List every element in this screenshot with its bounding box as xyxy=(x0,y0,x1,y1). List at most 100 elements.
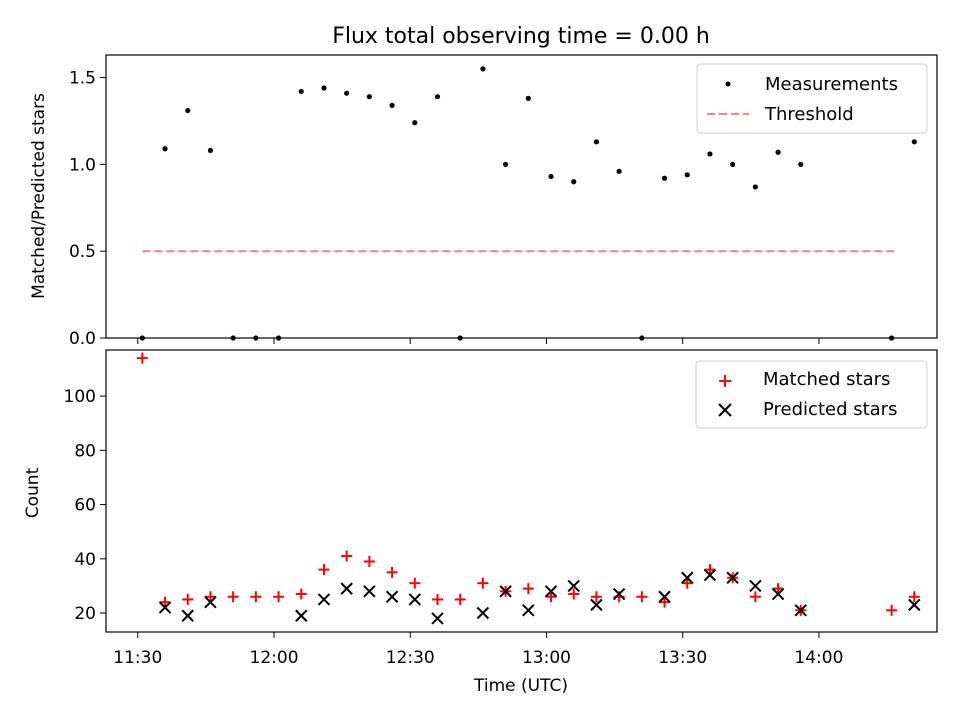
x-tick-label: 14:00 xyxy=(794,648,843,668)
legend-measurements-label: Measurements xyxy=(765,74,898,95)
predicted-point xyxy=(476,606,490,620)
legend-predicted-marker xyxy=(718,403,732,417)
measurement-point xyxy=(752,184,758,190)
bottom-marks xyxy=(136,352,921,625)
predicted-point xyxy=(363,585,376,598)
measurement-point xyxy=(389,102,395,108)
measurement-point xyxy=(162,146,168,152)
predicted-point xyxy=(794,604,807,617)
predicted-point xyxy=(204,595,217,609)
bottom-axes-frame xyxy=(105,349,938,633)
predicted-point xyxy=(703,568,717,582)
top-panel: 0.0 0.5 1.0 1.5 Matched/Predicted stars Mea… xyxy=(29,54,938,349)
measurement-point xyxy=(548,173,554,180)
measurement-point xyxy=(571,179,577,185)
measurement-point xyxy=(366,94,372,100)
predicted-point xyxy=(181,609,194,622)
matched-point xyxy=(409,577,421,589)
matched-point xyxy=(704,564,716,576)
predicted-point xyxy=(295,609,308,622)
chart-title: Flux total observing time = 0.00 h xyxy=(332,24,710,49)
bottom-y-ticks: 20 40 60 80 100 xyxy=(64,387,106,624)
y-tick-label: 20 xyxy=(74,604,96,624)
predicted-point xyxy=(590,598,603,612)
top-axes-frame xyxy=(105,54,938,339)
legend-matched-marker xyxy=(719,375,731,387)
predicted-point xyxy=(431,612,444,625)
matched-point xyxy=(886,604,898,616)
matched-point xyxy=(454,593,466,605)
measurement-point xyxy=(344,90,350,96)
y-tick-label: 1.5 xyxy=(69,69,96,89)
matched-point xyxy=(295,588,307,600)
x-tick-label: 12:30 xyxy=(386,648,435,668)
y-tick-label: 60 xyxy=(74,496,96,516)
predicted-point xyxy=(340,582,353,595)
predicted-point xyxy=(658,590,671,603)
legend-threshold-label: Threshold xyxy=(764,104,854,125)
x-tick-label: 11:30 xyxy=(113,648,162,668)
predicted-point xyxy=(567,579,580,593)
predicted-point xyxy=(544,585,558,598)
measurement-point xyxy=(525,95,531,102)
matched-point xyxy=(749,591,761,603)
measurement-point xyxy=(503,161,509,167)
matched-point xyxy=(772,583,784,595)
top-y-ticks: 0.0 0.5 1.0 1.5 xyxy=(69,69,106,349)
bottom-y-axis-label: Count xyxy=(23,467,43,518)
measurement-point xyxy=(434,94,441,100)
measurement-point xyxy=(412,120,418,126)
top-legend: Measurements Threshold xyxy=(696,63,928,134)
matched-point xyxy=(659,596,671,608)
measurement-point xyxy=(775,149,781,155)
measurement-point xyxy=(321,85,327,91)
measurement-point xyxy=(707,151,713,157)
matched-point xyxy=(136,352,148,364)
matched-point xyxy=(318,564,330,576)
measurement-point xyxy=(616,168,622,174)
bottom-panel: 20 40 60 80 100 11:30 12:00 12:30 13:00 13:30 14:… xyxy=(23,349,938,696)
predicted-point xyxy=(522,604,535,617)
matched-point xyxy=(182,593,194,605)
matched-point xyxy=(204,591,216,603)
y-tick-label: 80 xyxy=(74,441,96,461)
measurement-point xyxy=(185,107,191,114)
matched-point xyxy=(681,577,693,589)
predicted-point xyxy=(612,587,626,601)
y-tick-label: 0.5 xyxy=(69,242,96,262)
measurement-point xyxy=(298,88,304,95)
matched-point xyxy=(363,556,375,567)
matched-point xyxy=(636,591,648,603)
matched-point xyxy=(477,577,489,589)
top-legend-box xyxy=(696,63,928,134)
x-tick-label: 12:00 xyxy=(250,648,299,668)
matched-point xyxy=(590,591,602,603)
measurement-point xyxy=(480,66,486,72)
predicted-point xyxy=(771,587,785,601)
predicted-point xyxy=(908,598,921,612)
legend-predicted-label: Predicted stars xyxy=(763,399,897,420)
measurement-point xyxy=(798,161,804,167)
measurement-point xyxy=(911,139,917,145)
matched-point xyxy=(273,591,285,603)
measurement-point xyxy=(684,172,690,178)
legend-matched-label: Matched stars xyxy=(763,369,890,390)
legend-measurements-marker xyxy=(725,81,731,87)
matched-point xyxy=(227,591,239,603)
x-axis-label: Time (UTC) xyxy=(473,676,568,696)
y-tick-label: 100 xyxy=(64,387,96,407)
predicted-point xyxy=(749,579,762,593)
predicted-point xyxy=(726,571,739,584)
predicted-point xyxy=(681,571,694,584)
matched-point xyxy=(522,583,534,595)
top-y-axis-label: Matched/Predicted stars xyxy=(29,93,49,299)
bottom-legend: Matched stars Predicted stars xyxy=(695,360,928,429)
predicted-point xyxy=(499,585,512,598)
x-tick-label: 13:00 xyxy=(522,648,571,668)
matched-point xyxy=(159,596,171,608)
matched-point xyxy=(250,591,262,603)
matched-point xyxy=(341,550,353,562)
matched-point xyxy=(908,591,920,603)
y-tick-label: 1.0 xyxy=(69,155,96,175)
